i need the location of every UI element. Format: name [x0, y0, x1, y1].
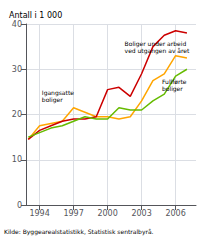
- svg-text:boliger: boliger: [162, 85, 183, 93]
- svg-text:Kilde: Byggearealstatistikk, S: Kilde: Byggearealstatistikk, Statistisk …: [4, 228, 154, 236]
- svg-text:2003: 2003: [131, 209, 151, 218]
- svg-text:1994: 1994: [29, 209, 49, 218]
- svg-text:40: 40: [12, 20, 22, 29]
- svg-text:10: 10: [12, 155, 22, 164]
- svg-text:Antall i 1 000: Antall i 1 000: [9, 11, 62, 20]
- svg-text:0: 0: [17, 201, 22, 210]
- svg-text:boliger: boliger: [42, 96, 63, 104]
- svg-text:2000: 2000: [97, 209, 117, 218]
- svg-text:2006: 2006: [165, 209, 185, 218]
- svg-text:Fullførte: Fullførte: [162, 78, 187, 85]
- svg-text:Igangsatte: Igangsatte: [41, 89, 74, 97]
- svg-text:Boliger under arbeid: Boliger under arbeid: [124, 39, 187, 47]
- svg-text:ved utgangen av året: ved utgangen av året: [125, 47, 190, 55]
- svg-text:20: 20: [12, 110, 22, 119]
- svg-text:30: 30: [12, 65, 22, 74]
- svg-text:1997: 1997: [63, 209, 83, 218]
